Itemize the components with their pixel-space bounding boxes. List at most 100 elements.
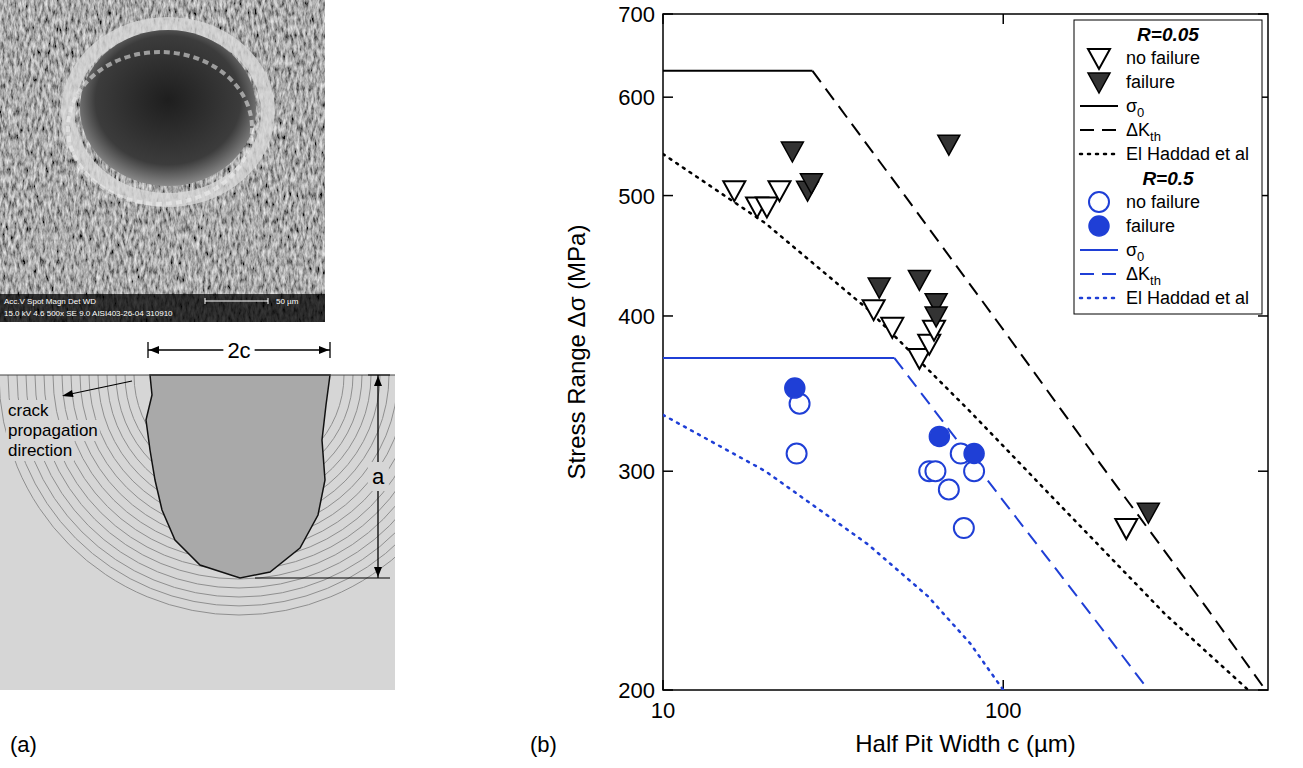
scale-bar (205, 301, 268, 302)
depth-label: a (372, 464, 385, 489)
crack-front (8, 375, 395, 606)
data-point (939, 480, 959, 500)
sem-image: Acc.V Spot Magn Det WD 50 µm 15.0 kV 4.6 5… (0, 0, 325, 322)
material (0, 375, 395, 690)
depth-ref-line (255, 578, 390, 579)
y-tick (1258, 315, 1268, 317)
x-axis-title: Half Pit Width c (µm) (855, 730, 1076, 757)
figure: (a)(b)Acc.V Spot Magn Det WD50 µm15.0 kV… (0, 0, 1303, 768)
data-point (787, 444, 807, 464)
y-tick-label: 400 (618, 304, 655, 329)
x-tick-label: 10 (651, 698, 675, 723)
legend-label: σ0 (1126, 96, 1144, 120)
legend-sample (1080, 129, 1118, 131)
legend-subscript: th (1150, 129, 1161, 144)
legend-name: ΔK (1126, 264, 1150, 284)
pit-section (146, 375, 330, 578)
legend-name: El Haddad et al (1126, 144, 1249, 164)
data-point (918, 335, 940, 355)
sem-texture (0, 0, 325, 322)
data-point (925, 461, 945, 481)
data-point (1115, 519, 1137, 539)
x-tick-label: 100 (985, 698, 1022, 723)
legend-subscript: 0 (1137, 249, 1144, 264)
legend-group-title: R=0.05 (1137, 24, 1199, 45)
series-line (812, 71, 1265, 690)
legend-label: ΔKth (1126, 264, 1161, 288)
legend-label: ΔKth (1126, 120, 1161, 144)
legend-sample (1080, 249, 1118, 251)
arrowhead (374, 567, 382, 577)
y-tick-label: 500 (618, 184, 655, 209)
legend-name: σ (1126, 240, 1137, 260)
legend-name: no failure (1126, 192, 1200, 212)
crack-front (17, 375, 395, 597)
data-point (756, 197, 778, 217)
legend-name: El Haddad et al (1126, 288, 1249, 308)
legend-sample (1089, 192, 1109, 212)
label-patch (6, 420, 100, 441)
surface (0, 375, 395, 376)
data-point (954, 518, 974, 538)
scale-bar-label: 50 µm (276, 297, 299, 306)
data-point (723, 181, 745, 201)
pit-edge (68, 52, 252, 204)
y-tick (663, 96, 673, 98)
sem-values: 15.0 kV 4.6 500x SE 9.0 AISI403-26-04 31… (4, 309, 173, 318)
legend-name: ΔK (1126, 120, 1150, 140)
sem-base (0, 0, 325, 322)
width-label: 2c (227, 338, 250, 363)
x-tick (1002, 14, 1004, 24)
sem-databar (0, 294, 325, 322)
label-patch (368, 462, 389, 491)
data-point (769, 181, 791, 201)
page: {"panel_labels": ["(a)", "(b)"], "sem_im… (0, 0, 1303, 768)
panel-label: (b) (530, 732, 557, 757)
legend-label: El Haddad et al (1126, 288, 1249, 308)
direction-label: crack (8, 401, 49, 420)
legend-sample (1089, 216, 1109, 236)
y-tick (1258, 13, 1268, 15)
data-point (1137, 503, 1159, 523)
plot-frame (663, 14, 1268, 690)
y-tick-label: 200 (618, 678, 655, 703)
y-tick (663, 315, 673, 317)
legend-label: σ0 (1126, 240, 1144, 264)
data-point (938, 135, 960, 155)
series-line (663, 70, 812, 72)
sem-header: Acc.V Spot Magn Det WD (4, 297, 96, 306)
legend-label: El Haddad et al (1126, 144, 1249, 164)
legend-box (1074, 20, 1262, 314)
legend-sample (1088, 49, 1110, 69)
arrowhead (149, 346, 159, 354)
data-point (925, 307, 947, 327)
legend-subscript: th (1150, 273, 1161, 288)
scale-bar-end (205, 298, 206, 304)
direction-arrow (66, 381, 132, 395)
x-tick (662, 14, 664, 24)
y-tick-label: 600 (618, 85, 655, 110)
data-point (908, 270, 930, 290)
y-tick-label: 700 (618, 2, 655, 27)
legend-label: failure (1126, 72, 1175, 92)
series-line (894, 358, 1148, 690)
dimension-end (147, 342, 148, 358)
label-patch (6, 400, 51, 421)
x-tick (662, 680, 664, 690)
scale-bar-end (268, 298, 269, 304)
data-point (929, 426, 949, 446)
legend-label: no failure (1126, 48, 1200, 68)
schematic: 2cacrackpropagationdirection (0, 336, 479, 690)
data-point (881, 318, 903, 338)
legend-name: σ (1126, 96, 1137, 116)
legend-sample (1080, 105, 1118, 107)
arrowhead (62, 390, 74, 397)
y-tick (663, 689, 673, 691)
y-axis-title: Stress Range Δσ (MPa) (563, 225, 590, 480)
depth-ref-line (368, 375, 390, 376)
legend-entries: R=0.05no failurefailureσ0ΔKthEl Haddad e… (1080, 24, 1249, 308)
chart: 20030040050060070010100Half Pit Width c … (563, 2, 1268, 757)
y-tick (663, 470, 673, 472)
y-tick (1258, 470, 1268, 472)
data-point (800, 174, 822, 194)
